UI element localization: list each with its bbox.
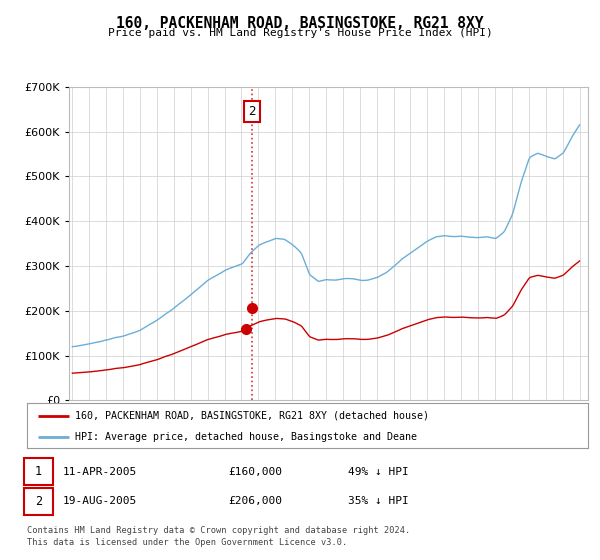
Text: 160, PACKENHAM ROAD, BASINGSTOKE, RG21 8XY: 160, PACKENHAM ROAD, BASINGSTOKE, RG21 8…: [116, 16, 484, 31]
Text: 160, PACKENHAM ROAD, BASINGSTOKE, RG21 8XY (detached house): 160, PACKENHAM ROAD, BASINGSTOKE, RG21 8…: [74, 410, 428, 421]
Text: HPI: Average price, detached house, Basingstoke and Deane: HPI: Average price, detached house, Basi…: [74, 432, 416, 442]
Text: 35% ↓ HPI: 35% ↓ HPI: [348, 496, 409, 506]
Text: 2: 2: [35, 494, 42, 508]
Text: This data is licensed under the Open Government Licence v3.0.: This data is licensed under the Open Gov…: [27, 538, 347, 547]
Text: 2: 2: [248, 105, 256, 118]
Text: Price paid vs. HM Land Registry's House Price Index (HPI): Price paid vs. HM Land Registry's House …: [107, 28, 493, 38]
Text: 49% ↓ HPI: 49% ↓ HPI: [348, 466, 409, 477]
Text: Contains HM Land Registry data © Crown copyright and database right 2024.: Contains HM Land Registry data © Crown c…: [27, 526, 410, 535]
Text: £206,000: £206,000: [228, 496, 282, 506]
Text: 11-APR-2005: 11-APR-2005: [63, 466, 137, 477]
Text: 1: 1: [35, 465, 42, 478]
Text: £160,000: £160,000: [228, 466, 282, 477]
Text: 19-AUG-2005: 19-AUG-2005: [63, 496, 137, 506]
